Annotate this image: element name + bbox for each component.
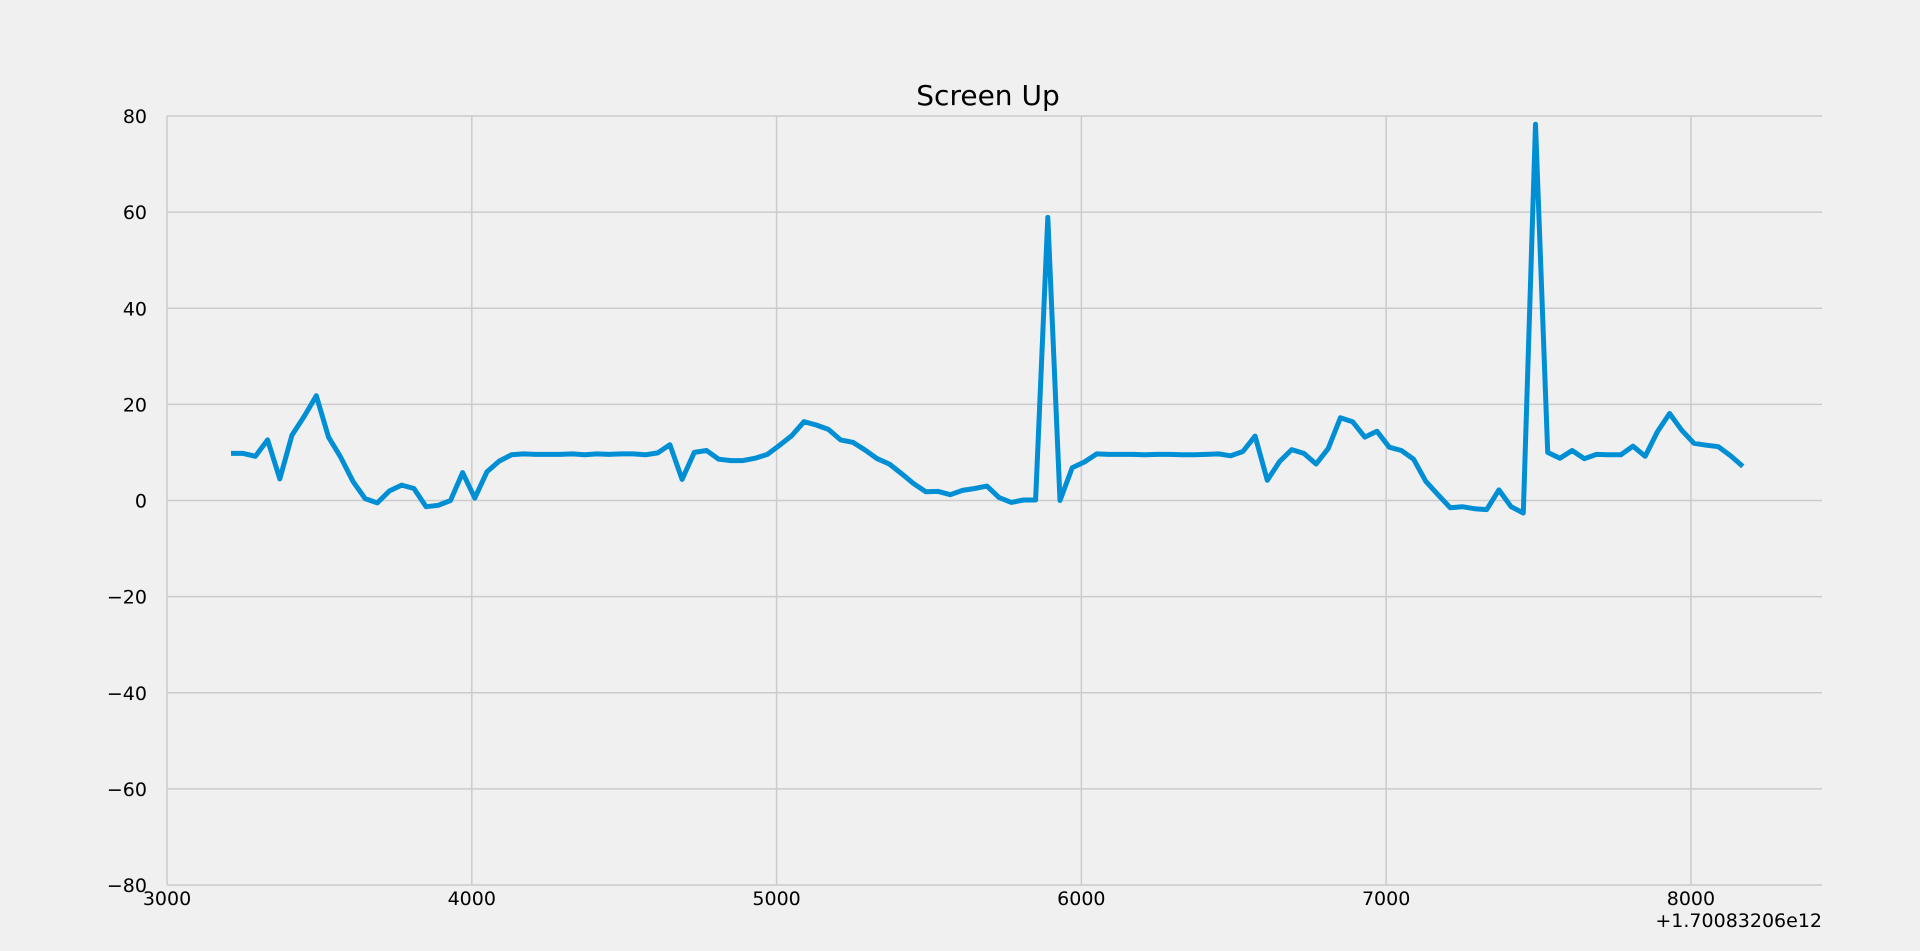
chart-title: Screen Up (916, 79, 1059, 112)
y-tick-labels: −80 −60 −40 −20 0 20 40 60 80 (107, 106, 147, 897)
y-tick-label: −60 (107, 779, 147, 801)
y-gridlines (167, 115, 1822, 886)
x-tick-label: 8000 (1667, 888, 1715, 910)
x-axis-offset-label: +1.70083206e12 (1655, 910, 1822, 932)
y-tick-label: −40 (107, 683, 147, 705)
x-tick-labels: 3000 4000 5000 6000 7000 8000 (143, 888, 1715, 910)
y-tick-label: 40 (123, 298, 147, 320)
x-tick-label: 6000 (1057, 888, 1105, 910)
x-tick-label: 3000 (143, 888, 191, 910)
series-layer (231, 121, 1745, 516)
series-line (231, 121, 1745, 516)
y-tick-label: −80 (107, 875, 147, 897)
x-tick-label: 7000 (1362, 888, 1410, 910)
y-tick-label: 80 (123, 106, 147, 128)
x-tick-label: 5000 (752, 888, 800, 910)
y-tick-label: 20 (123, 394, 147, 416)
y-tick-label: −20 (107, 587, 147, 609)
y-tick-label: 0 (135, 491, 147, 513)
y-tick-label: 60 (123, 202, 147, 224)
x-tick-label: 4000 (448, 888, 496, 910)
